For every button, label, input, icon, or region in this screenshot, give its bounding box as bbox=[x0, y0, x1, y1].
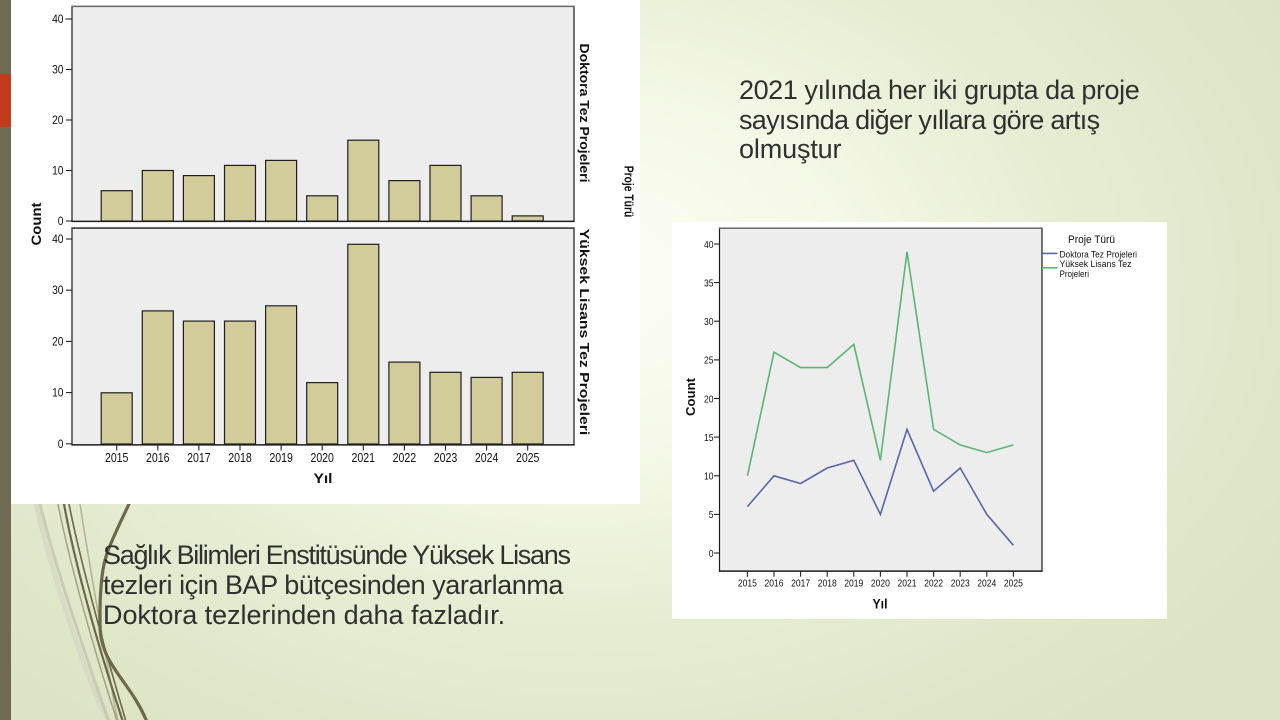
svg-text:0: 0 bbox=[58, 214, 64, 228]
svg-text:Proje Türü: Proje Türü bbox=[622, 166, 637, 218]
svg-text:2024: 2024 bbox=[475, 451, 499, 465]
svg-text:Doktora Tez Projeleri: Doktora Tez Projeleri bbox=[577, 44, 592, 183]
svg-text:2023: 2023 bbox=[951, 578, 970, 590]
svg-text:25: 25 bbox=[704, 355, 714, 367]
svg-text:Yıl: Yıl bbox=[314, 470, 333, 486]
svg-text:2018: 2018 bbox=[818, 578, 837, 590]
svg-text:2016: 2016 bbox=[765, 578, 784, 590]
svg-text:Count: Count bbox=[684, 377, 698, 416]
svg-text:10: 10 bbox=[704, 471, 714, 483]
svg-text:10: 10 bbox=[52, 386, 64, 400]
svg-text:5: 5 bbox=[709, 509, 714, 521]
svg-text:2020: 2020 bbox=[310, 451, 334, 465]
svg-text:2019: 2019 bbox=[844, 578, 863, 590]
svg-text:15: 15 bbox=[704, 432, 714, 444]
svg-text:2015: 2015 bbox=[105, 451, 129, 465]
svg-text:35: 35 bbox=[704, 277, 714, 289]
svg-text:2022: 2022 bbox=[393, 451, 417, 465]
svg-text:10: 10 bbox=[52, 164, 64, 178]
svg-text:Doktora Tez Projeleri: Doktora Tez Projeleri bbox=[1060, 250, 1138, 260]
svg-text:2025: 2025 bbox=[1004, 578, 1023, 590]
svg-text:2018: 2018 bbox=[228, 451, 252, 465]
svg-text:2025: 2025 bbox=[516, 451, 540, 465]
svg-text:Projeleri: Projeleri bbox=[1060, 269, 1090, 279]
svg-text:2017: 2017 bbox=[187, 451, 211, 465]
svg-text:2021: 2021 bbox=[898, 578, 917, 590]
svg-text:40: 40 bbox=[704, 239, 714, 251]
svg-text:20: 20 bbox=[52, 334, 64, 348]
svg-text:2020: 2020 bbox=[871, 578, 890, 590]
svg-text:30: 30 bbox=[704, 316, 714, 328]
svg-text:2015: 2015 bbox=[738, 578, 757, 590]
svg-text:20: 20 bbox=[52, 113, 64, 127]
svg-text:Count: Count bbox=[28, 202, 44, 245]
svg-text:2016: 2016 bbox=[146, 451, 170, 465]
svg-text:Proje Türü: Proje Türü bbox=[1068, 234, 1115, 246]
svg-text:30: 30 bbox=[52, 63, 64, 77]
svg-text:2023: 2023 bbox=[434, 451, 458, 465]
svg-text:0: 0 bbox=[58, 437, 64, 451]
svg-text:2024: 2024 bbox=[977, 578, 996, 590]
svg-text:Yüksek Lisans Tez: Yüksek Lisans Tez bbox=[1060, 259, 1132, 269]
svg-text:2022: 2022 bbox=[924, 578, 943, 590]
svg-text:Yıl: Yıl bbox=[873, 596, 888, 612]
svg-text:Yüksek Lisans Tez Projeleri: Yüksek Lisans Tez Projeleri bbox=[577, 229, 592, 436]
svg-text:2017: 2017 bbox=[791, 578, 810, 590]
svg-text:40: 40 bbox=[52, 232, 64, 246]
svg-text:40: 40 bbox=[52, 12, 64, 26]
svg-text:2021: 2021 bbox=[352, 451, 376, 465]
svg-text:30: 30 bbox=[52, 283, 64, 297]
svg-text:20: 20 bbox=[704, 393, 714, 405]
svg-text:2019: 2019 bbox=[269, 451, 293, 465]
svg-text:0: 0 bbox=[709, 548, 714, 560]
